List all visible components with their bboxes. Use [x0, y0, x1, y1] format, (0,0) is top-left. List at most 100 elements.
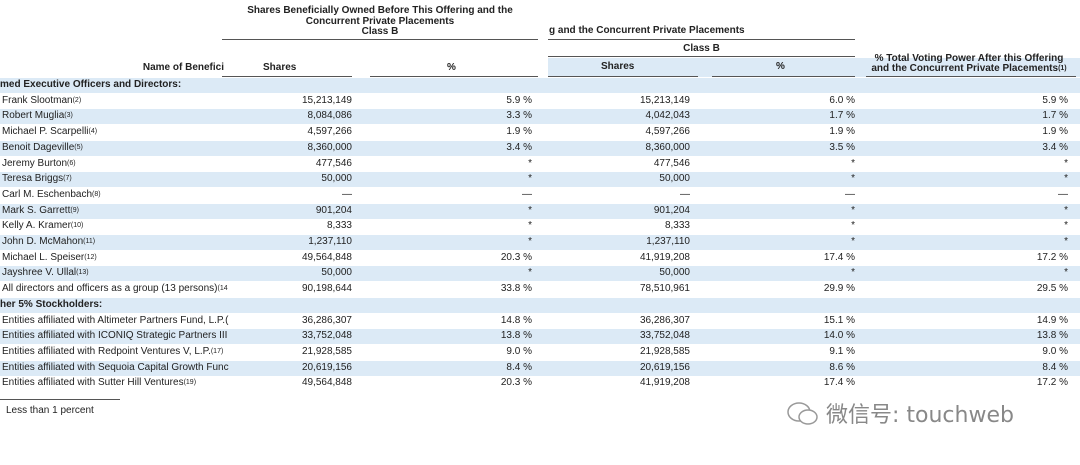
- cell: *: [528, 267, 532, 279]
- row-band: [0, 297, 1080, 313]
- cell: 8.4 %: [1042, 361, 1068, 373]
- cell: *: [851, 157, 855, 169]
- cell: 36,286,307: [301, 314, 352, 326]
- cell: 901,204: [653, 204, 690, 216]
- cell: *: [528, 204, 532, 216]
- header-band: [548, 58, 1080, 77]
- cell: *: [528, 236, 532, 247]
- cell: 9.0 %: [1042, 345, 1068, 357]
- name-text: Entities affiliated with Sutter Hill Ven…: [2, 377, 184, 389]
- cell: 477,546: [315, 157, 352, 169]
- row-name: John D. McMahon(11): [2, 236, 95, 248]
- cell: 13.8 %: [500, 330, 532, 342]
- row-name: Frank Slootman(2): [2, 95, 81, 107]
- name-text: Teresa Briggs: [2, 173, 64, 185]
- name-text: Entities affiliated with ICONIQ Strategi…: [2, 330, 228, 342]
- cell: 3.4 %: [506, 141, 532, 153]
- name-note: (7): [63, 175, 72, 183]
- cell: 20.3 %: [500, 251, 532, 263]
- row-name: Mark S. Garrett(9): [2, 205, 79, 217]
- row-name: Michael P. Scarpelli(4): [2, 126, 97, 138]
- cell: *: [851, 220, 855, 232]
- cell: 50,000: [321, 173, 352, 185]
- cell: 8,360,000: [645, 141, 691, 153]
- cell: *: [528, 157, 532, 169]
- voting-text: and the Concurrent Private Placements: [871, 63, 1059, 74]
- cell: *: [1064, 204, 1068, 216]
- row-band: [0, 203, 1080, 219]
- cell: 33.8 %: [500, 283, 532, 295]
- name-text: John D. McMahon: [2, 236, 84, 247]
- column-header: Name of Benefici: [142, 62, 224, 73]
- watermark-icon: [787, 402, 818, 425]
- name-text: Entities affiliated with Sequoia Capital…: [2, 361, 229, 373]
- cell: 3.5 %: [829, 141, 855, 153]
- row-band: [0, 172, 1080, 188]
- cell: 4,597,266: [307, 126, 353, 138]
- row-name: Jayshree V. Ullal(13): [2, 267, 89, 279]
- cell: 8,333: [664, 220, 690, 232]
- row-name: Michael L. Speiser(12): [2, 252, 97, 264]
- name-note: (5): [74, 143, 83, 151]
- cell: —: [680, 188, 690, 200]
- cell: *: [851, 173, 855, 185]
- rule: [548, 39, 855, 40]
- cell: 17.2 %: [1036, 377, 1068, 389]
- rule: [222, 76, 352, 77]
- cell: —: [845, 188, 855, 200]
- name-note: (17): [210, 347, 224, 355]
- row-name: Benoit Dageville(5): [2, 142, 83, 154]
- rule: [548, 56, 855, 57]
- cell: *: [1064, 173, 1068, 185]
- cell: 14.8 %: [500, 314, 532, 326]
- cell: 901,204: [315, 204, 352, 216]
- row-name: Entities affiliated with ICONIQ Strategi…: [2, 330, 227, 342]
- voting-note: (1): [1058, 65, 1067, 72]
- row-band: [0, 266, 1080, 282]
- cell: 9.0 %: [506, 345, 532, 357]
- cell: 9.1 %: [829, 345, 855, 357]
- cell: 8,084,086: [307, 110, 353, 122]
- cell: 41,919,208: [639, 377, 690, 389]
- cell: 50,000: [321, 267, 352, 279]
- cell: 1,237,110: [646, 236, 690, 247]
- name-text: Carl M. Eschenbach: [2, 188, 93, 200]
- name-text: Jayshree V. Ullal: [2, 267, 77, 279]
- footnote: Less than 1 percent: [6, 405, 94, 416]
- column-header: %: [776, 61, 785, 72]
- cell: 14.0 %: [823, 330, 855, 342]
- cell: *: [528, 173, 532, 185]
- cell: 8.6 %: [829, 361, 855, 373]
- row-name: Jeremy Burton(6): [2, 158, 76, 170]
- cell: 20.3 %: [500, 377, 532, 389]
- cell: 8.4 %: [506, 361, 532, 373]
- cell: *: [1064, 236, 1068, 247]
- row-name: Entities affiliated with Sutter Hill Ven…: [2, 377, 196, 389]
- cell: 3.4 %: [1042, 141, 1068, 153]
- cell: *: [851, 204, 855, 216]
- cell: 50,000: [659, 267, 690, 279]
- row-band: [0, 78, 1080, 93]
- name-text: Benoit Dageville: [2, 141, 75, 153]
- group1-class: Class B: [361, 26, 399, 37]
- group2-class: Class B: [683, 43, 720, 54]
- cell: 13.8 %: [1036, 330, 1068, 342]
- rule: [370, 76, 538, 77]
- cell: 20,619,156: [639, 361, 690, 373]
- row-band: [0, 235, 1080, 250]
- name-note: (11): [83, 238, 96, 245]
- cell: 3.3 %: [506, 110, 532, 122]
- row-band: [0, 109, 1080, 125]
- cell: 49,564,848: [301, 377, 352, 389]
- name-note: (13): [76, 269, 89, 277]
- name-note: (10): [70, 222, 84, 230]
- row-name: Robert Muglia(3): [2, 110, 73, 122]
- row-name: All directors and officers as a group (1…: [2, 283, 228, 295]
- name-note: (8): [92, 190, 101, 198]
- cell: 1.9 %: [506, 126, 532, 138]
- row-name: Entities affiliated with Altimeter Partn…: [2, 315, 228, 327]
- cell: 8,360,000: [307, 141, 353, 153]
- cell: 477,546: [653, 157, 690, 169]
- cell: 29.5 %: [1036, 283, 1068, 295]
